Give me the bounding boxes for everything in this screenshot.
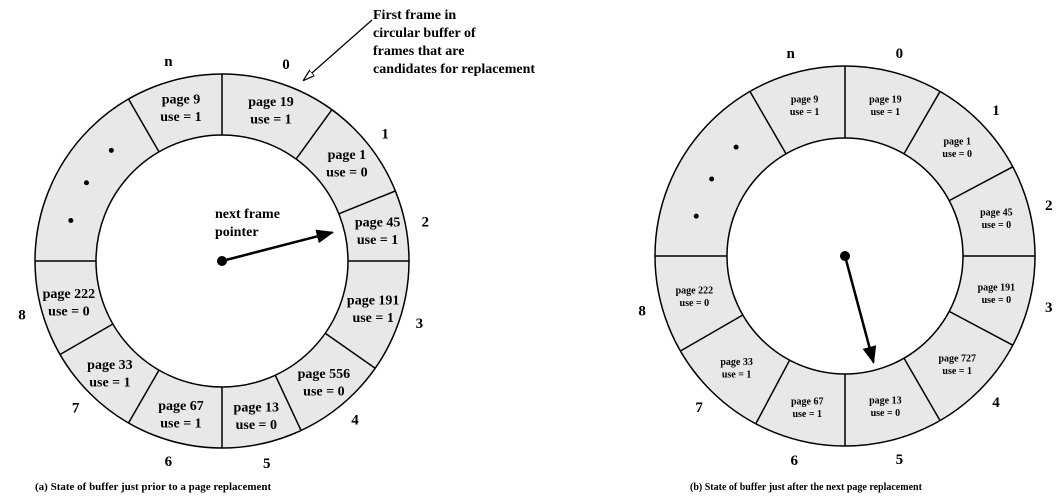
segment-divider — [755, 359, 791, 425]
use-label: use = 1 — [790, 107, 820, 118]
caption: (b) State of buffer just after the next … — [690, 482, 923, 493]
use-label: use = 0 — [326, 166, 367, 181]
segment-divider — [295, 109, 333, 160]
use-label: use = 0 — [942, 149, 972, 160]
annotation-line: First frame in — [373, 8, 456, 23]
ellipsis-dot — [693, 213, 699, 219]
annotation-line: circular buffer of — [373, 26, 476, 41]
position-label: 1 — [381, 127, 389, 143]
use-label: use = 0 — [982, 295, 1012, 306]
position-label: 4 — [992, 395, 1000, 411]
annotation-line: candidates for replacement — [373, 62, 535, 77]
pointer-label: next frame — [215, 207, 280, 222]
ellipsis-dot — [108, 147, 114, 153]
segment-divider — [948, 310, 1014, 346]
page-label: page 13 — [869, 396, 902, 407]
ellipsis-dot — [83, 180, 89, 186]
pointer-arrow — [221, 229, 335, 263]
position-label: n — [164, 54, 173, 70]
position-label: 0 — [896, 46, 904, 62]
position-label: 6 — [790, 453, 798, 469]
segment-divider — [274, 374, 302, 431]
page-label: page 222 — [43, 287, 96, 302]
position-label: 4 — [351, 413, 359, 429]
position-label: 5 — [896, 452, 904, 468]
use-label: use = 1 — [357, 233, 398, 248]
page-label: page 1 — [943, 137, 971, 148]
pointer-arrow — [843, 255, 877, 364]
use-label: use = 1 — [792, 409, 822, 420]
segment-divider — [948, 166, 1014, 202]
segment-divider — [338, 190, 396, 215]
segment-divider — [59, 323, 114, 356]
pointer-label: pointer — [215, 225, 259, 240]
page-label: page 67 — [158, 399, 204, 414]
page-label: page 191 — [347, 293, 400, 308]
annotation-line: frames that are — [373, 44, 465, 59]
ellipsis-dot — [709, 176, 715, 182]
segment-divider — [127, 369, 160, 424]
position-label: 3 — [416, 316, 424, 332]
use-label: use = 0 — [303, 385, 344, 400]
position-label: 6 — [165, 454, 173, 470]
segment-divider — [749, 91, 787, 155]
use-label: use = 1 — [352, 311, 393, 326]
page-label: page 556 — [298, 367, 351, 382]
page-label: page 33 — [87, 358, 133, 373]
use-label: use = 0 — [871, 408, 901, 419]
position-label: 2 — [421, 215, 429, 231]
page-label: page 222 — [676, 285, 714, 296]
caption: (a) State of buffer just prior to a page… — [35, 481, 271, 493]
page-label: page 33 — [720, 357, 753, 368]
segment-divider — [903, 91, 941, 155]
page-label: page 45 — [355, 216, 401, 231]
position-label: 0 — [282, 57, 290, 73]
use-label: use = 1 — [722, 370, 752, 381]
use-label: use = 0 — [48, 304, 89, 319]
page-label: page 191 — [978, 283, 1016, 294]
position-label: 7 — [695, 400, 703, 416]
ellipsis-dot — [68, 217, 74, 223]
page-label: page 1 — [328, 148, 367, 163]
page-label: page 19 — [248, 95, 294, 110]
segment-divider — [324, 332, 376, 369]
segment-divider — [680, 314, 744, 352]
page-label: page 13 — [234, 401, 280, 416]
page-label: page 9 — [791, 94, 819, 105]
segment-divider — [127, 98, 160, 153]
page-label: page 727 — [938, 353, 976, 364]
page-label: page 45 — [980, 207, 1013, 218]
page-label: page 19 — [869, 94, 902, 105]
position-label: n — [786, 46, 795, 62]
segment-divider — [903, 357, 941, 421]
ellipsis-dot — [733, 144, 739, 150]
annotation-arrow — [304, 19, 373, 80]
use-label: use = 1 — [942, 366, 972, 377]
use-label: use = 0 — [982, 220, 1012, 231]
use-label: use = 1 — [89, 375, 130, 390]
position-label: 1 — [992, 103, 1000, 119]
page-label: page 67 — [791, 396, 824, 407]
use-label: use = 1 — [250, 113, 291, 128]
position-label: 8 — [18, 308, 26, 324]
position-label: 5 — [263, 456, 271, 472]
use-label: use = 0 — [236, 418, 277, 433]
use-label: use = 0 — [680, 298, 710, 309]
page-label: page 9 — [162, 93, 201, 108]
position-label: 8 — [638, 303, 646, 319]
use-label: use = 1 — [871, 107, 901, 118]
position-label: 7 — [72, 400, 80, 416]
use-label: use = 1 — [160, 416, 201, 431]
position-label: 3 — [1045, 300, 1053, 316]
use-label: use = 1 — [160, 110, 201, 125]
position-label: 2 — [1045, 198, 1053, 214]
